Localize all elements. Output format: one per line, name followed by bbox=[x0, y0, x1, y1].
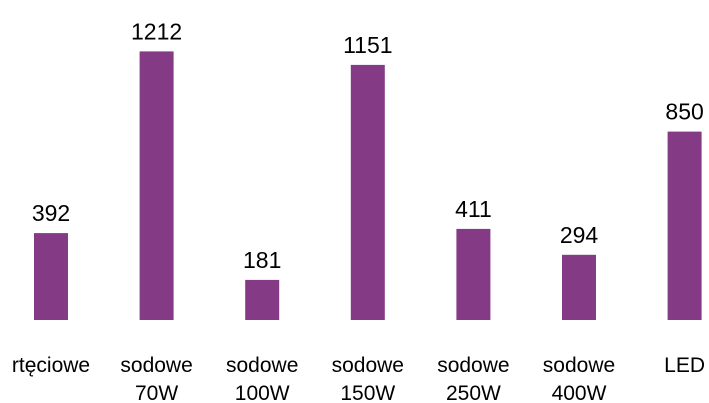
data-label: 181 bbox=[243, 247, 281, 273]
bar bbox=[139, 51, 174, 321]
category-label-line: sodowe bbox=[543, 354, 615, 377]
category-label-line: LED bbox=[664, 354, 705, 377]
category-label-line: sodowe bbox=[437, 354, 509, 377]
category-label: rtęciowe bbox=[12, 354, 90, 377]
bar bbox=[350, 64, 385, 321]
data-label: 392 bbox=[32, 200, 70, 226]
bar bbox=[245, 279, 280, 320]
category-label-line: 250W bbox=[446, 382, 501, 403]
bar bbox=[456, 228, 491, 320]
data-label: 1212 bbox=[131, 18, 182, 44]
data-label: 411 bbox=[455, 196, 492, 222]
value-labels-group: 392 1212 181 1151 411 294 850 bbox=[32, 18, 704, 273]
category-label-line: sodowe bbox=[120, 354, 192, 377]
category-label-line: sodowe bbox=[226, 354, 298, 377]
data-label: 294 bbox=[560, 222, 599, 248]
category-label: sodowe 150W bbox=[332, 354, 404, 403]
category-label: LED bbox=[664, 354, 705, 377]
category-label-line: 150W bbox=[340, 382, 395, 403]
category-label-line: rtęciowe bbox=[12, 354, 90, 377]
category-label-line: 400W bbox=[552, 382, 607, 403]
category-label: sodowe 70W bbox=[120, 354, 192, 403]
category-label-line: sodowe bbox=[332, 354, 404, 377]
category-label: sodowe 100W bbox=[226, 354, 298, 403]
category-label-line: 100W bbox=[235, 382, 290, 403]
category-label-line: 70W bbox=[135, 382, 178, 403]
data-label: 1151 bbox=[343, 32, 392, 58]
bars-group bbox=[34, 51, 702, 321]
bar bbox=[562, 254, 596, 320]
category-label: sodowe 250W bbox=[437, 354, 509, 403]
data-label: 850 bbox=[665, 99, 703, 125]
category-label: sodowe 400W bbox=[543, 354, 615, 403]
bar bbox=[667, 131, 702, 320]
bar bbox=[34, 233, 68, 320]
